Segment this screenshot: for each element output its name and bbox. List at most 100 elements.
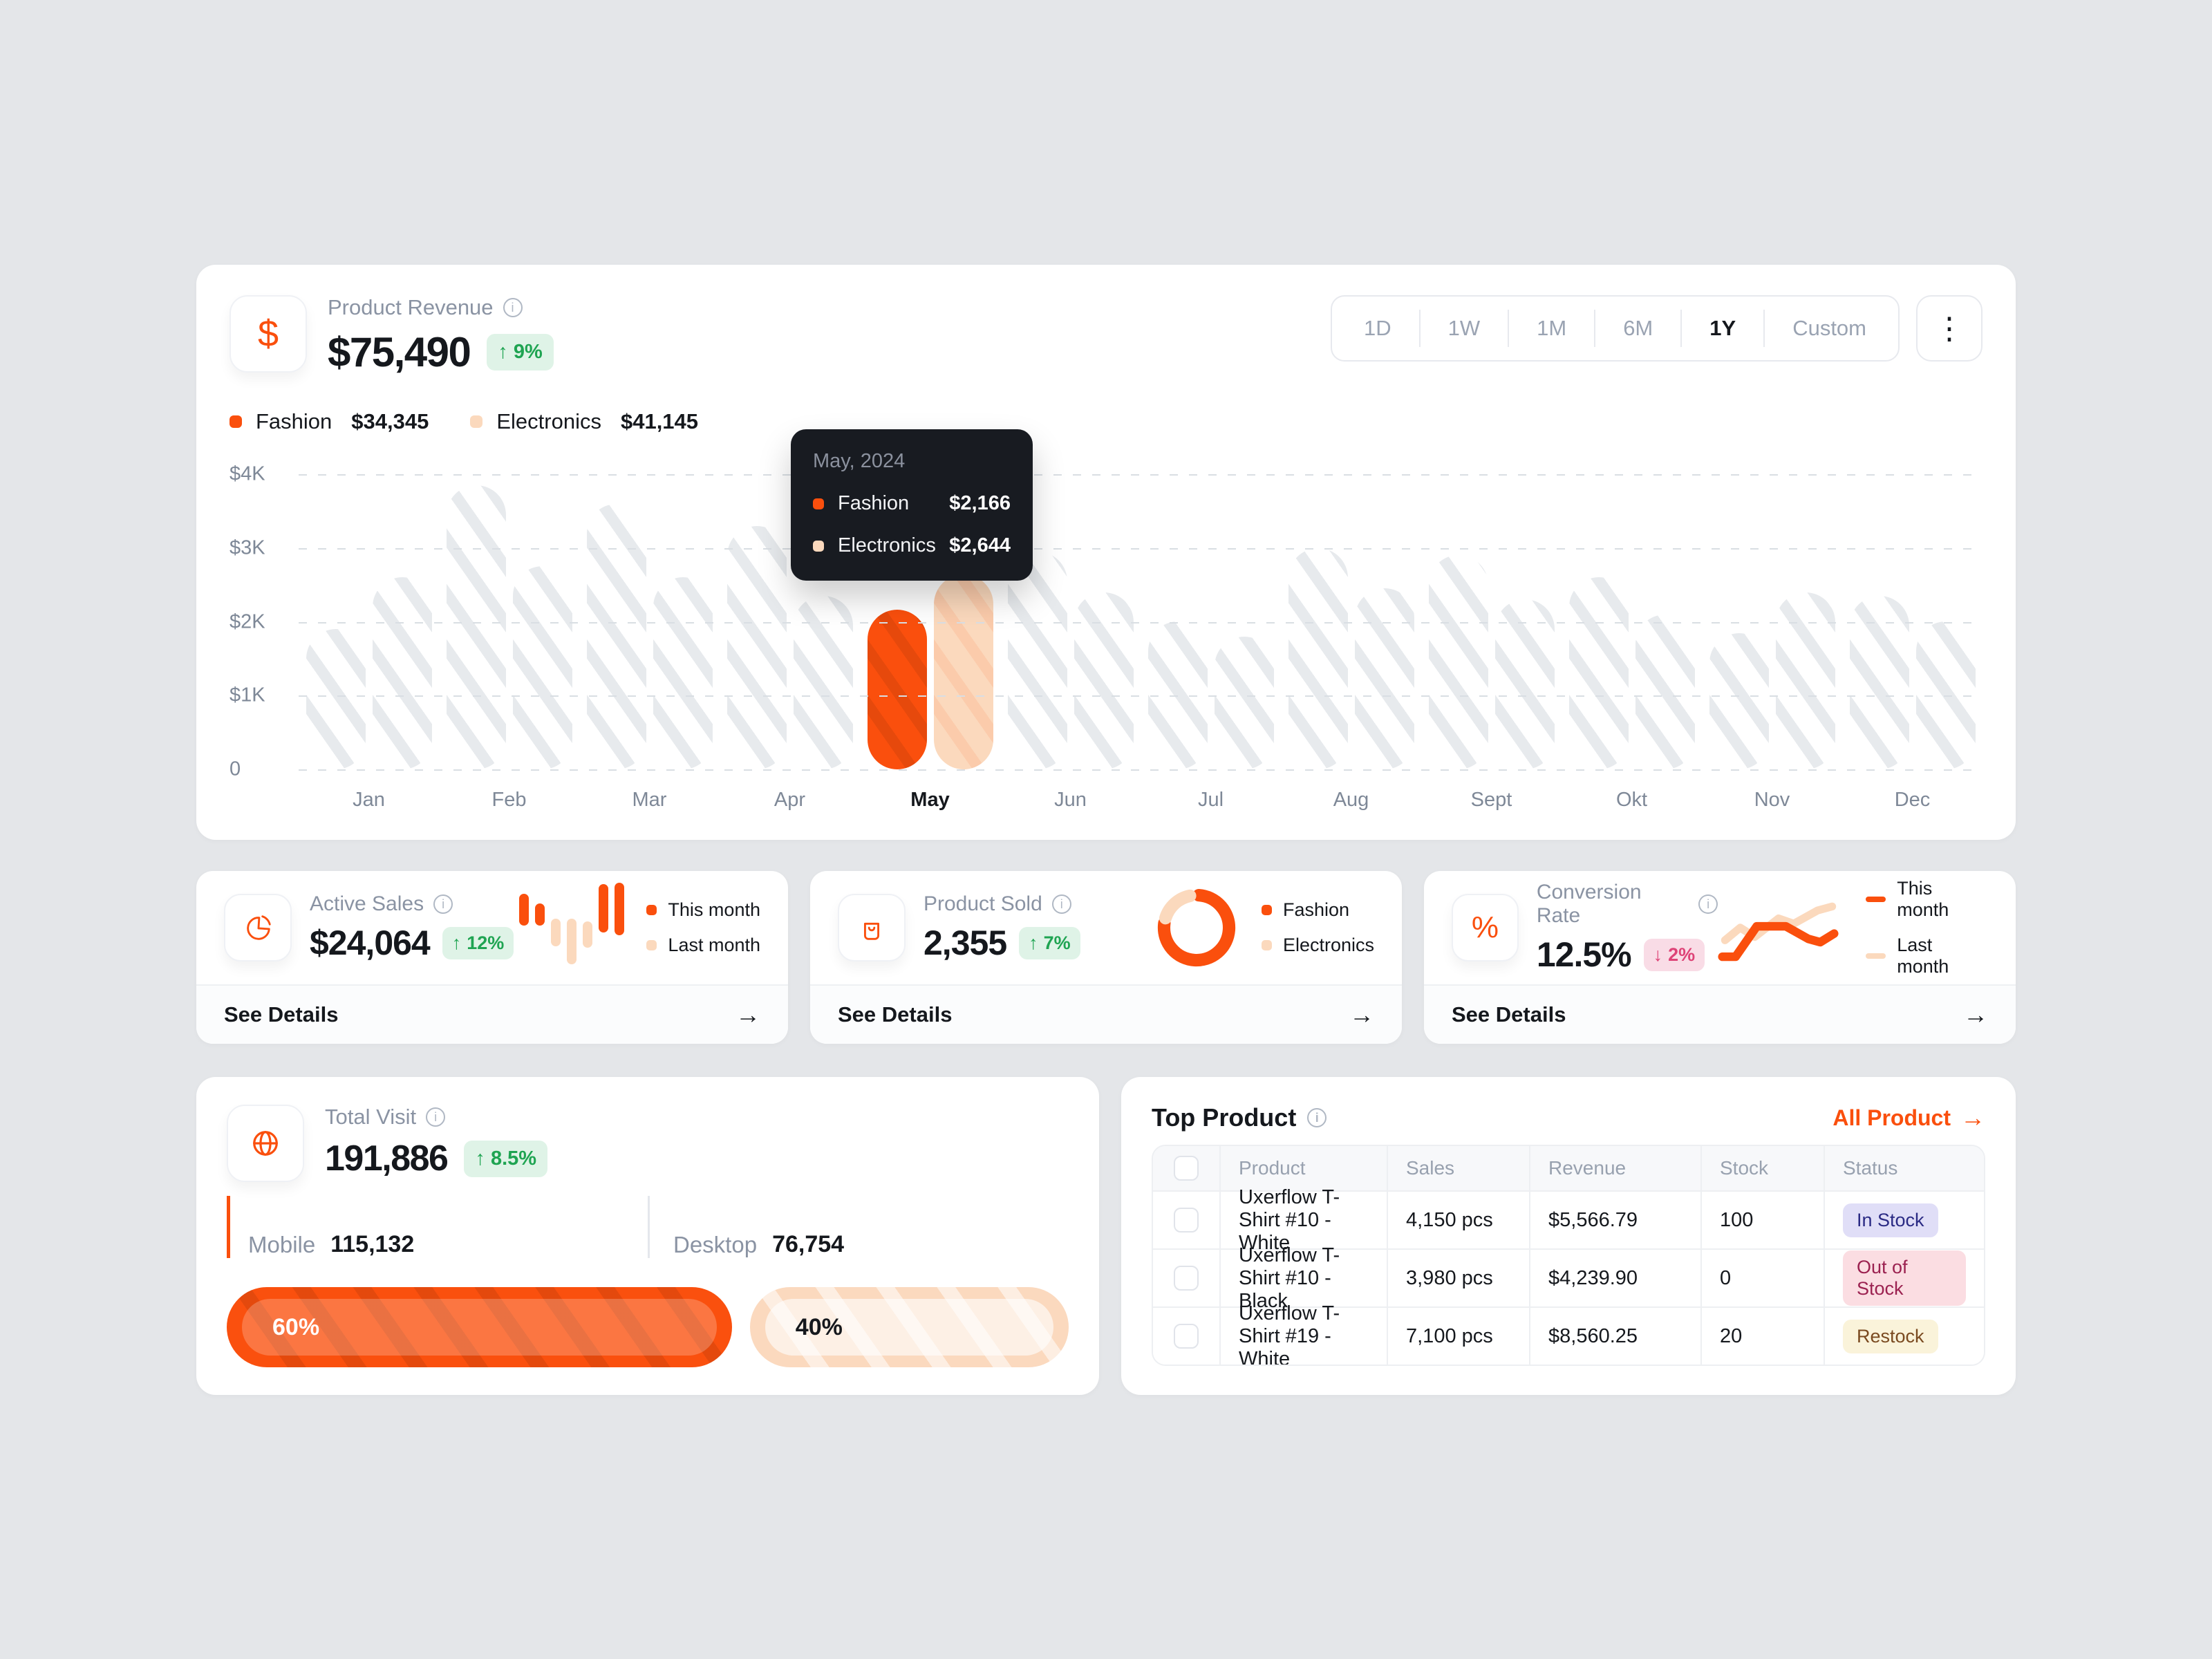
arrow-up-icon: ↑ [1029, 932, 1038, 953]
stock-cell: 0 [1700, 1250, 1824, 1306]
see-details-link[interactable]: See Details → [1424, 984, 2016, 1044]
sales-cell: 7,100 pcs [1387, 1308, 1529, 1365]
bar-fashion-nov[interactable] [1709, 633, 1769, 769]
tab-1m[interactable]: 1M [1537, 316, 1567, 340]
bar-fashion-feb[interactable] [446, 485, 506, 769]
y-tick-label: 0 [229, 758, 241, 780]
product-name-cell: Uxerflow T-Shirt #10 - White [1219, 1186, 1387, 1254]
bar-electronics-jul[interactable] [1214, 637, 1274, 769]
bar-group-aug [1281, 474, 1421, 769]
tab-1d[interactable]: 1D [1363, 316, 1391, 340]
arrow-down-icon: ↓ [1653, 944, 1663, 965]
bar-electronics-mar[interactable] [653, 577, 713, 769]
bar-electronics-dec[interactable] [1915, 621, 1976, 769]
bar-group-feb [439, 474, 579, 769]
bar-electronics-apr[interactable] [793, 596, 853, 769]
row-checkbox[interactable] [1174, 1208, 1199, 1232]
bar-fashion-okt[interactable] [1568, 577, 1629, 769]
fashion-dot-icon [1261, 905, 1272, 915]
arrow-right-icon: → [1963, 1000, 1988, 1029]
bar-fashion-sept[interactable] [1428, 555, 1488, 769]
info-icon[interactable] [1698, 894, 1718, 914]
header-cell-sales: Sales [1387, 1146, 1529, 1190]
info-icon[interactable] [426, 1107, 446, 1127]
table-row[interactable]: Uxerflow T-Shirt #10 - Black 3,980 pcs $4,… [1153, 1244, 1984, 1312]
bar-fashion-mar[interactable] [586, 504, 646, 769]
arrow-up-icon: ↑ [498, 341, 508, 363]
time-range-tabs: 1D 1W 1M 6M 1Y Custom [1330, 295, 1900, 362]
revenue-plot [299, 474, 1983, 771]
bar-electronics-may[interactable] [933, 574, 993, 769]
spark-bar [519, 894, 529, 926]
total-visit-card: Total Visit 191,886 ↑ 8.5% Mobile 1 [196, 1077, 1099, 1395]
spark-bar [551, 919, 561, 946]
tab-1w[interactable]: 1W [1447, 316, 1481, 340]
product-sold-card: Product Sold 2,355 ↑ 7% [810, 871, 1402, 1044]
tab-custom[interactable]: Custom [1792, 316, 1866, 340]
header-cell-product: Product [1219, 1146, 1387, 1190]
bar-electronics-nov[interactable] [1775, 592, 1835, 769]
electronics-dot-icon [1261, 940, 1272, 950]
bar-fashion-aug[interactable] [1288, 548, 1348, 769]
bar-electronics-feb[interactable] [512, 566, 572, 769]
table-row[interactable]: Uxerflow T-Shirt #19 - White 7,100 pcs $8,… [1153, 1302, 1984, 1365]
desktop-bar: 40% [749, 1287, 1069, 1367]
arrow-right-icon: → [1960, 1103, 1985, 1132]
x-label-aug: Aug [1333, 789, 1369, 811]
info-icon[interactable] [1307, 1108, 1327, 1127]
bar-group-jan [299, 474, 439, 769]
card-title: Active Sales [310, 892, 424, 915]
see-details-link[interactable]: See Details → [810, 984, 1402, 1044]
bar-electronics-sept[interactable] [1494, 599, 1555, 769]
bar-fashion-may[interactable] [867, 610, 927, 769]
bar-fashion-apr[interactable] [727, 526, 787, 769]
sales-sparkline-bars [519, 883, 625, 973]
change-badge: ↑ 8.5% [464, 1140, 548, 1177]
bar-electronics-jan[interactable] [372, 577, 432, 769]
x-label-feb: Feb [491, 789, 527, 811]
table-row[interactable]: Uxerflow T-Shirt #10 - White 4,150 pcs $5,… [1153, 1186, 1984, 1254]
select-all-checkbox[interactable] [1174, 1156, 1199, 1181]
active-sales-card: Active Sales $24,064 ↑ 12% [196, 871, 788, 1044]
bar-group-jul [1141, 474, 1281, 769]
visit-split-bars: 60% 40% [227, 1287, 1069, 1367]
x-label-dec: Dec [1894, 789, 1931, 811]
all-product-link[interactable]: All Product → [1833, 1103, 1985, 1132]
bar-fashion-jun[interactable] [1007, 552, 1067, 769]
card-title: Product Revenue [328, 295, 494, 319]
bar-fashion-jan[interactable] [306, 629, 366, 769]
this-month-dash-icon [1865, 897, 1886, 902]
bar-fashion-dec[interactable] [1849, 596, 1909, 769]
spark-bar [535, 903, 545, 926]
revenue-chart: $4K $3K $2K $1K 0 [229, 463, 1983, 780]
y-tick-label: $1K [229, 684, 265, 706]
tab-6m[interactable]: 6M [1623, 316, 1653, 340]
info-icon[interactable] [1051, 894, 1071, 914]
see-details-link[interactable]: See Details → [196, 984, 788, 1044]
stock-cell: 20 [1700, 1308, 1824, 1365]
spark-bar [599, 884, 609, 932]
chart-tooltip: May, 2024 Fashion $2,166 Electronics $2,… [791, 429, 1033, 581]
bar-fashion-jul[interactable] [1147, 621, 1208, 769]
status-badge: Out of Stock [1843, 1250, 1966, 1306]
revenue-legend: Fashion $34,345 Electronics $41,145 [229, 409, 1983, 434]
bar-electronics-okt[interactable] [1635, 615, 1695, 769]
row-checkbox[interactable] [1174, 1266, 1199, 1291]
kebab-menu-button[interactable]: ⋮ [1916, 295, 1983, 362]
row-checkbox-cell [1153, 1308, 1219, 1365]
info-icon[interactable] [433, 894, 453, 914]
row-checkbox[interactable] [1174, 1324, 1199, 1349]
stock-cell: 100 [1700, 1192, 1824, 1248]
x-label-sept: Sept [1470, 789, 1512, 811]
status-cell: In Stock [1824, 1192, 1984, 1248]
bar-electronics-jun[interactable] [1074, 592, 1134, 769]
legend-electronics: Electronics $41,145 [470, 409, 698, 434]
tab-1y[interactable]: 1Y [1709, 316, 1736, 340]
info-icon[interactable] [503, 298, 523, 317]
conversion-rate-value: 12.5% [1536, 935, 1632, 974]
bar-electronics-aug[interactable] [1354, 588, 1414, 769]
header-cell-revenue: Revenue [1529, 1146, 1700, 1190]
spark-bar [583, 921, 593, 948]
tab-divider [1680, 310, 1683, 347]
revenue-cell: $5,566.79 [1529, 1192, 1700, 1248]
